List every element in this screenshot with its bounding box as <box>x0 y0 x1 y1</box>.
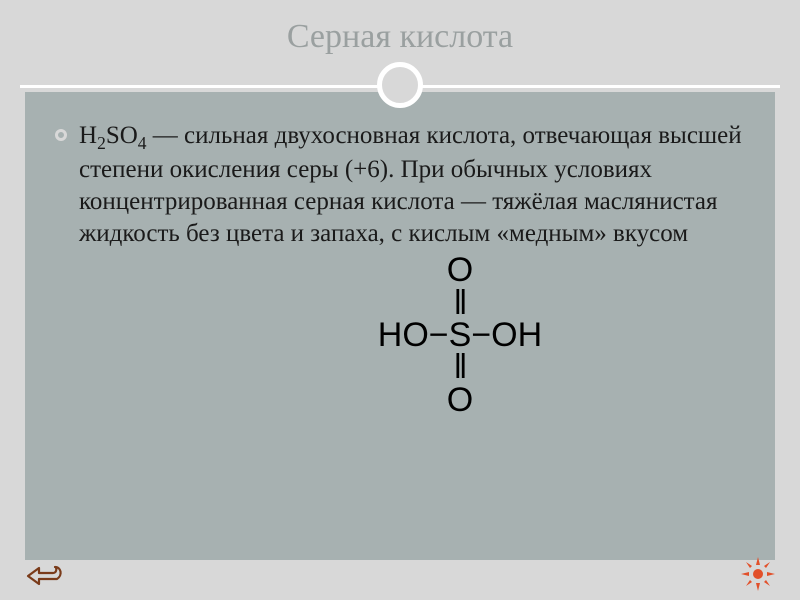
title-circle-icon <box>377 62 423 108</box>
slide: Серная кислота H2SO4 — сильная двухоснов… <box>0 0 800 600</box>
formula-mid: HO−S−OH <box>175 319 745 351</box>
formula-bottom: O <box>175 384 745 416</box>
sun-icon[interactable] <box>741 557 775 591</box>
formula-top-bond: ǁ <box>175 287 745 319</box>
formula-bottom-bond: ǁ <box>175 351 745 383</box>
body-text: H2SO4 — сильная двухосновная кислота, от… <box>79 120 745 250</box>
formula-top: O <box>175 254 745 286</box>
content-box: H2SO4 — сильная двухосновная кислота, от… <box>25 92 775 560</box>
slide-title: Серная кислота <box>0 18 800 56</box>
bullet-icon <box>55 129 67 141</box>
bullet-row: H2SO4 — сильная двухосновная кислота, от… <box>55 120 745 250</box>
back-arrow-icon[interactable] <box>25 561 65 587</box>
bottom-bar <box>25 560 775 588</box>
structural-formula: O ǁ HO−S−OH ǁ O <box>175 254 745 415</box>
